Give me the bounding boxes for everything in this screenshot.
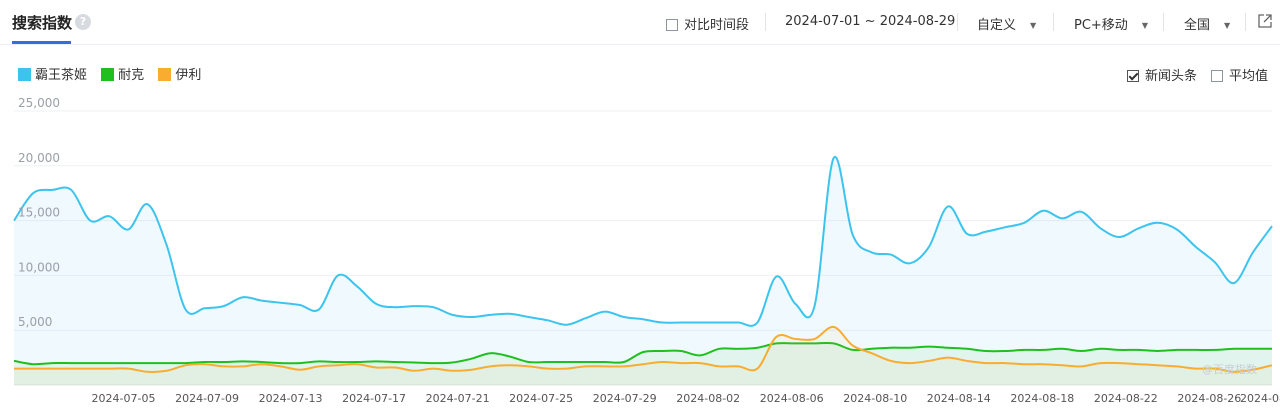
divider	[1053, 13, 1054, 31]
series-area	[14, 156, 1272, 385]
legend-item[interactable]: 耐克	[101, 64, 144, 83]
watermark-text: @百度指数	[1202, 362, 1257, 376]
device-dropdown[interactable]: PC+移动 ▼	[1074, 14, 1148, 33]
legend-swatch	[18, 68, 31, 81]
custom-range-dropdown[interactable]: 自定义 ▼	[977, 14, 1036, 33]
divider	[765, 13, 766, 31]
x-tick-label: 2024-08-22	[1094, 392, 1158, 405]
region-label: 全国	[1184, 18, 1211, 33]
legend-label: 耐克	[118, 68, 145, 83]
device-label: PC+移动	[1074, 18, 1128, 33]
checkbox-icon	[1211, 70, 1223, 82]
divider	[1245, 13, 1246, 31]
x-tick-label: 2024-07-17	[342, 392, 406, 405]
average-checkbox[interactable]: 平均值	[1211, 65, 1268, 84]
legend-item[interactable]: 霸王茶姬	[18, 64, 87, 83]
compare-period-label: 对比时间段	[684, 18, 750, 33]
legend-swatch	[158, 68, 172, 81]
legend-swatch	[101, 68, 115, 81]
divider	[1163, 13, 1164, 31]
y-tick-label: 25,000	[18, 96, 60, 110]
chart-legend: 霸王茶姬 耐克 伊利	[18, 64, 211, 83]
series-line	[13, 155, 1273, 327]
y-tick-label: 20,000	[18, 151, 60, 165]
legend-item[interactable]: 伊利	[158, 64, 201, 83]
x-tick-label: 2024-07-09	[175, 392, 239, 405]
compare-period-checkbox[interactable]: 对比时间段	[666, 14, 749, 33]
x-tick-label: 2024-07-05	[92, 392, 156, 405]
trend-chart[interactable]: 5,000 10,000 15,000 20,000 25,000 2024-07-05 2…	[0, 90, 1280, 408]
region-dropdown[interactable]: 全国 ▼	[1184, 14, 1230, 33]
x-tick-label: 2024-07-13	[259, 392, 323, 405]
x-tick-label: 2024-08-02	[676, 392, 740, 405]
x-tick-label: 2024-08-29	[1240, 392, 1280, 405]
x-tick-label: 2024-08-18	[1010, 392, 1074, 405]
header: 搜索指数 ? 对比时间段 2024-07-01 ~ 2024-08-29 自定义…	[0, 0, 1280, 45]
news-headline-checkbox[interactable]: 新闻头条	[1127, 65, 1197, 84]
x-tick-label: 2024-08-26	[1177, 392, 1241, 405]
chart-grid	[14, 110, 1272, 386]
checkbox-icon	[666, 19, 678, 31]
y-tick-label: 10,000	[18, 260, 60, 274]
chart-axes: 5,000 10,000 15,000 20,000 25,000 2024-07-05 2…	[18, 96, 1280, 405]
divider	[957, 13, 958, 31]
x-tick-label: 2024-07-21	[426, 392, 490, 405]
chart-series	[13, 155, 1273, 385]
x-tick-label: 2024-08-10	[843, 392, 907, 405]
x-tick-label: 2024-08-06	[760, 392, 824, 405]
series-area	[14, 326, 1272, 385]
checkbox-checked-icon	[1127, 70, 1139, 82]
page-title[interactable]: 搜索指数	[12, 14, 73, 32]
y-tick-label: 15,000	[18, 206, 60, 220]
caret-down-icon: ▼	[1030, 21, 1037, 30]
help-icon[interactable]: ?	[75, 14, 91, 30]
date-range-picker[interactable]: 2024-07-01 ~ 2024-08-29	[785, 14, 956, 29]
share-icon[interactable]	[1257, 13, 1273, 29]
caret-down-icon: ▼	[1141, 21, 1148, 30]
custom-range-label: 自定义	[977, 18, 1017, 33]
x-tick-label: 2024-08-14	[927, 392, 991, 405]
average-label: 平均值	[1229, 69, 1269, 84]
x-tick-label: 2024-07-25	[509, 392, 573, 405]
legend-label: 霸王茶姬	[35, 68, 88, 83]
y-tick-label: 5,000	[18, 315, 52, 329]
series-line	[13, 341, 1272, 366]
series-line	[14, 325, 1273, 373]
news-headline-label: 新闻头条	[1145, 69, 1198, 84]
caret-down-icon: ▼	[1224, 21, 1231, 30]
active-tab-indicator	[12, 41, 71, 44]
x-tick-label: 2024-07-29	[593, 392, 657, 405]
legend-label: 伊利	[175, 68, 202, 83]
